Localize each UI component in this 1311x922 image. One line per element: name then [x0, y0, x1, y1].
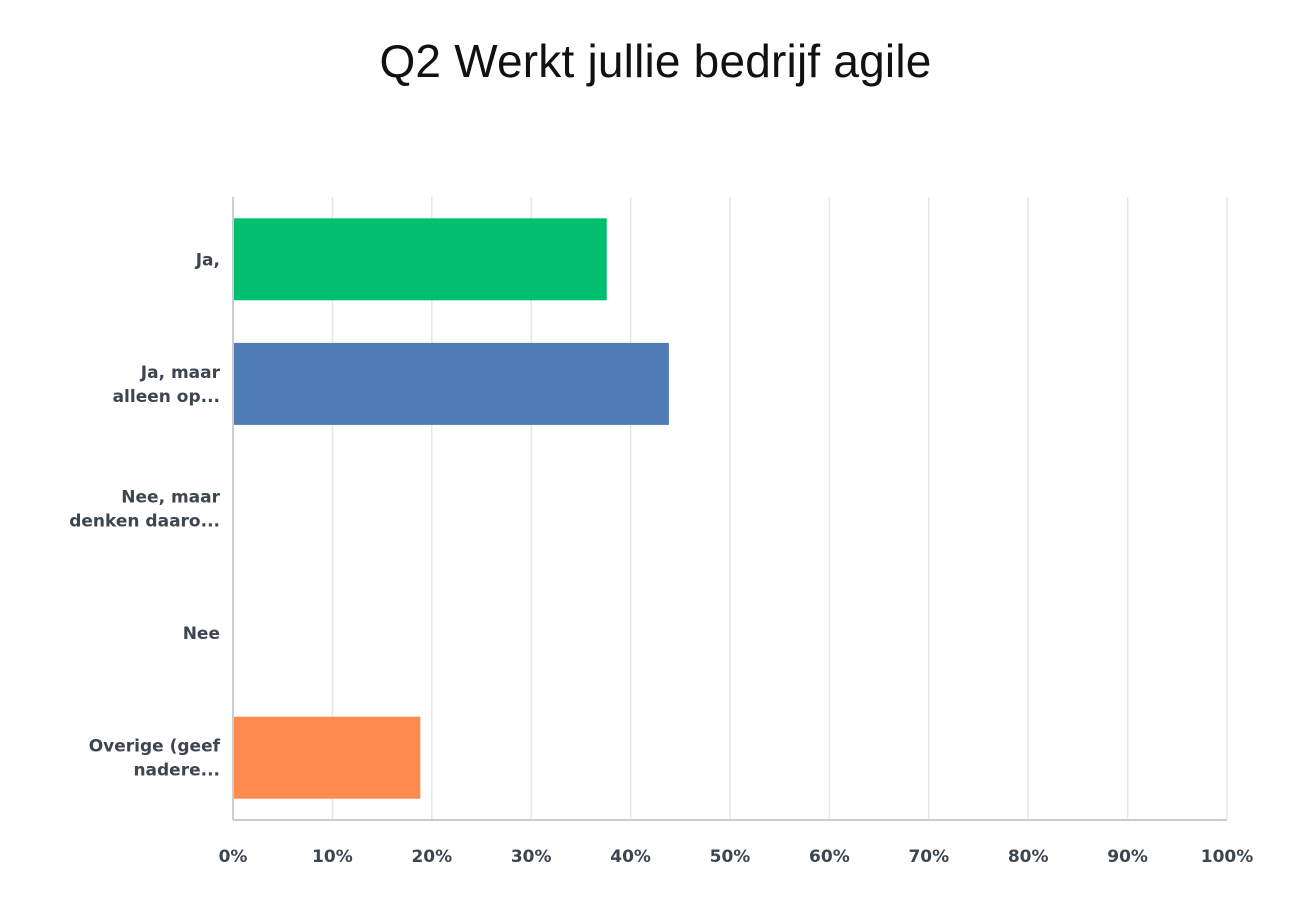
x-tick-label: 70% — [908, 847, 949, 867]
x-tick-label: 80% — [1008, 847, 1049, 867]
category-label: Nee, maar — [121, 488, 220, 508]
category-label: alleen op... — [113, 387, 220, 407]
category-label: Ja, — [195, 250, 220, 270]
x-tick-label: 100% — [1201, 847, 1254, 867]
chart-title: Q2 Werkt jullie bedrijf agile — [379, 35, 932, 87]
category-label: denken daaro... — [69, 512, 220, 532]
x-tick-label: 30% — [511, 847, 552, 867]
x-tick-label: 40% — [610, 847, 651, 867]
grid-lines — [331, 197, 1228, 820]
bar — [234, 716, 421, 799]
x-tick-label: 0% — [219, 847, 248, 867]
category-label: Overige (geef — [89, 737, 221, 757]
bars — [234, 218, 669, 799]
x-tick-label: 90% — [1107, 847, 1148, 867]
x-tick-labels: 0% 10% 20% 30% 40% 50% 60% 70% 80% 90% 100% — [219, 847, 1254, 867]
axes — [232, 197, 1227, 821]
x-tick-label: 20% — [411, 847, 452, 867]
bar — [234, 218, 607, 301]
category-label: Ja, maar — [140, 363, 221, 383]
bar — [234, 342, 669, 425]
x-tick-label: 50% — [710, 847, 751, 867]
x-tick-label: 10% — [312, 847, 353, 867]
category-label: Nee — [183, 624, 220, 644]
category-label: nadere... — [133, 761, 220, 781]
category-labels: Ja, Ja, maar alleen op... Nee, maar denken d… — [69, 250, 220, 780]
x-tick-label: 60% — [809, 847, 850, 867]
